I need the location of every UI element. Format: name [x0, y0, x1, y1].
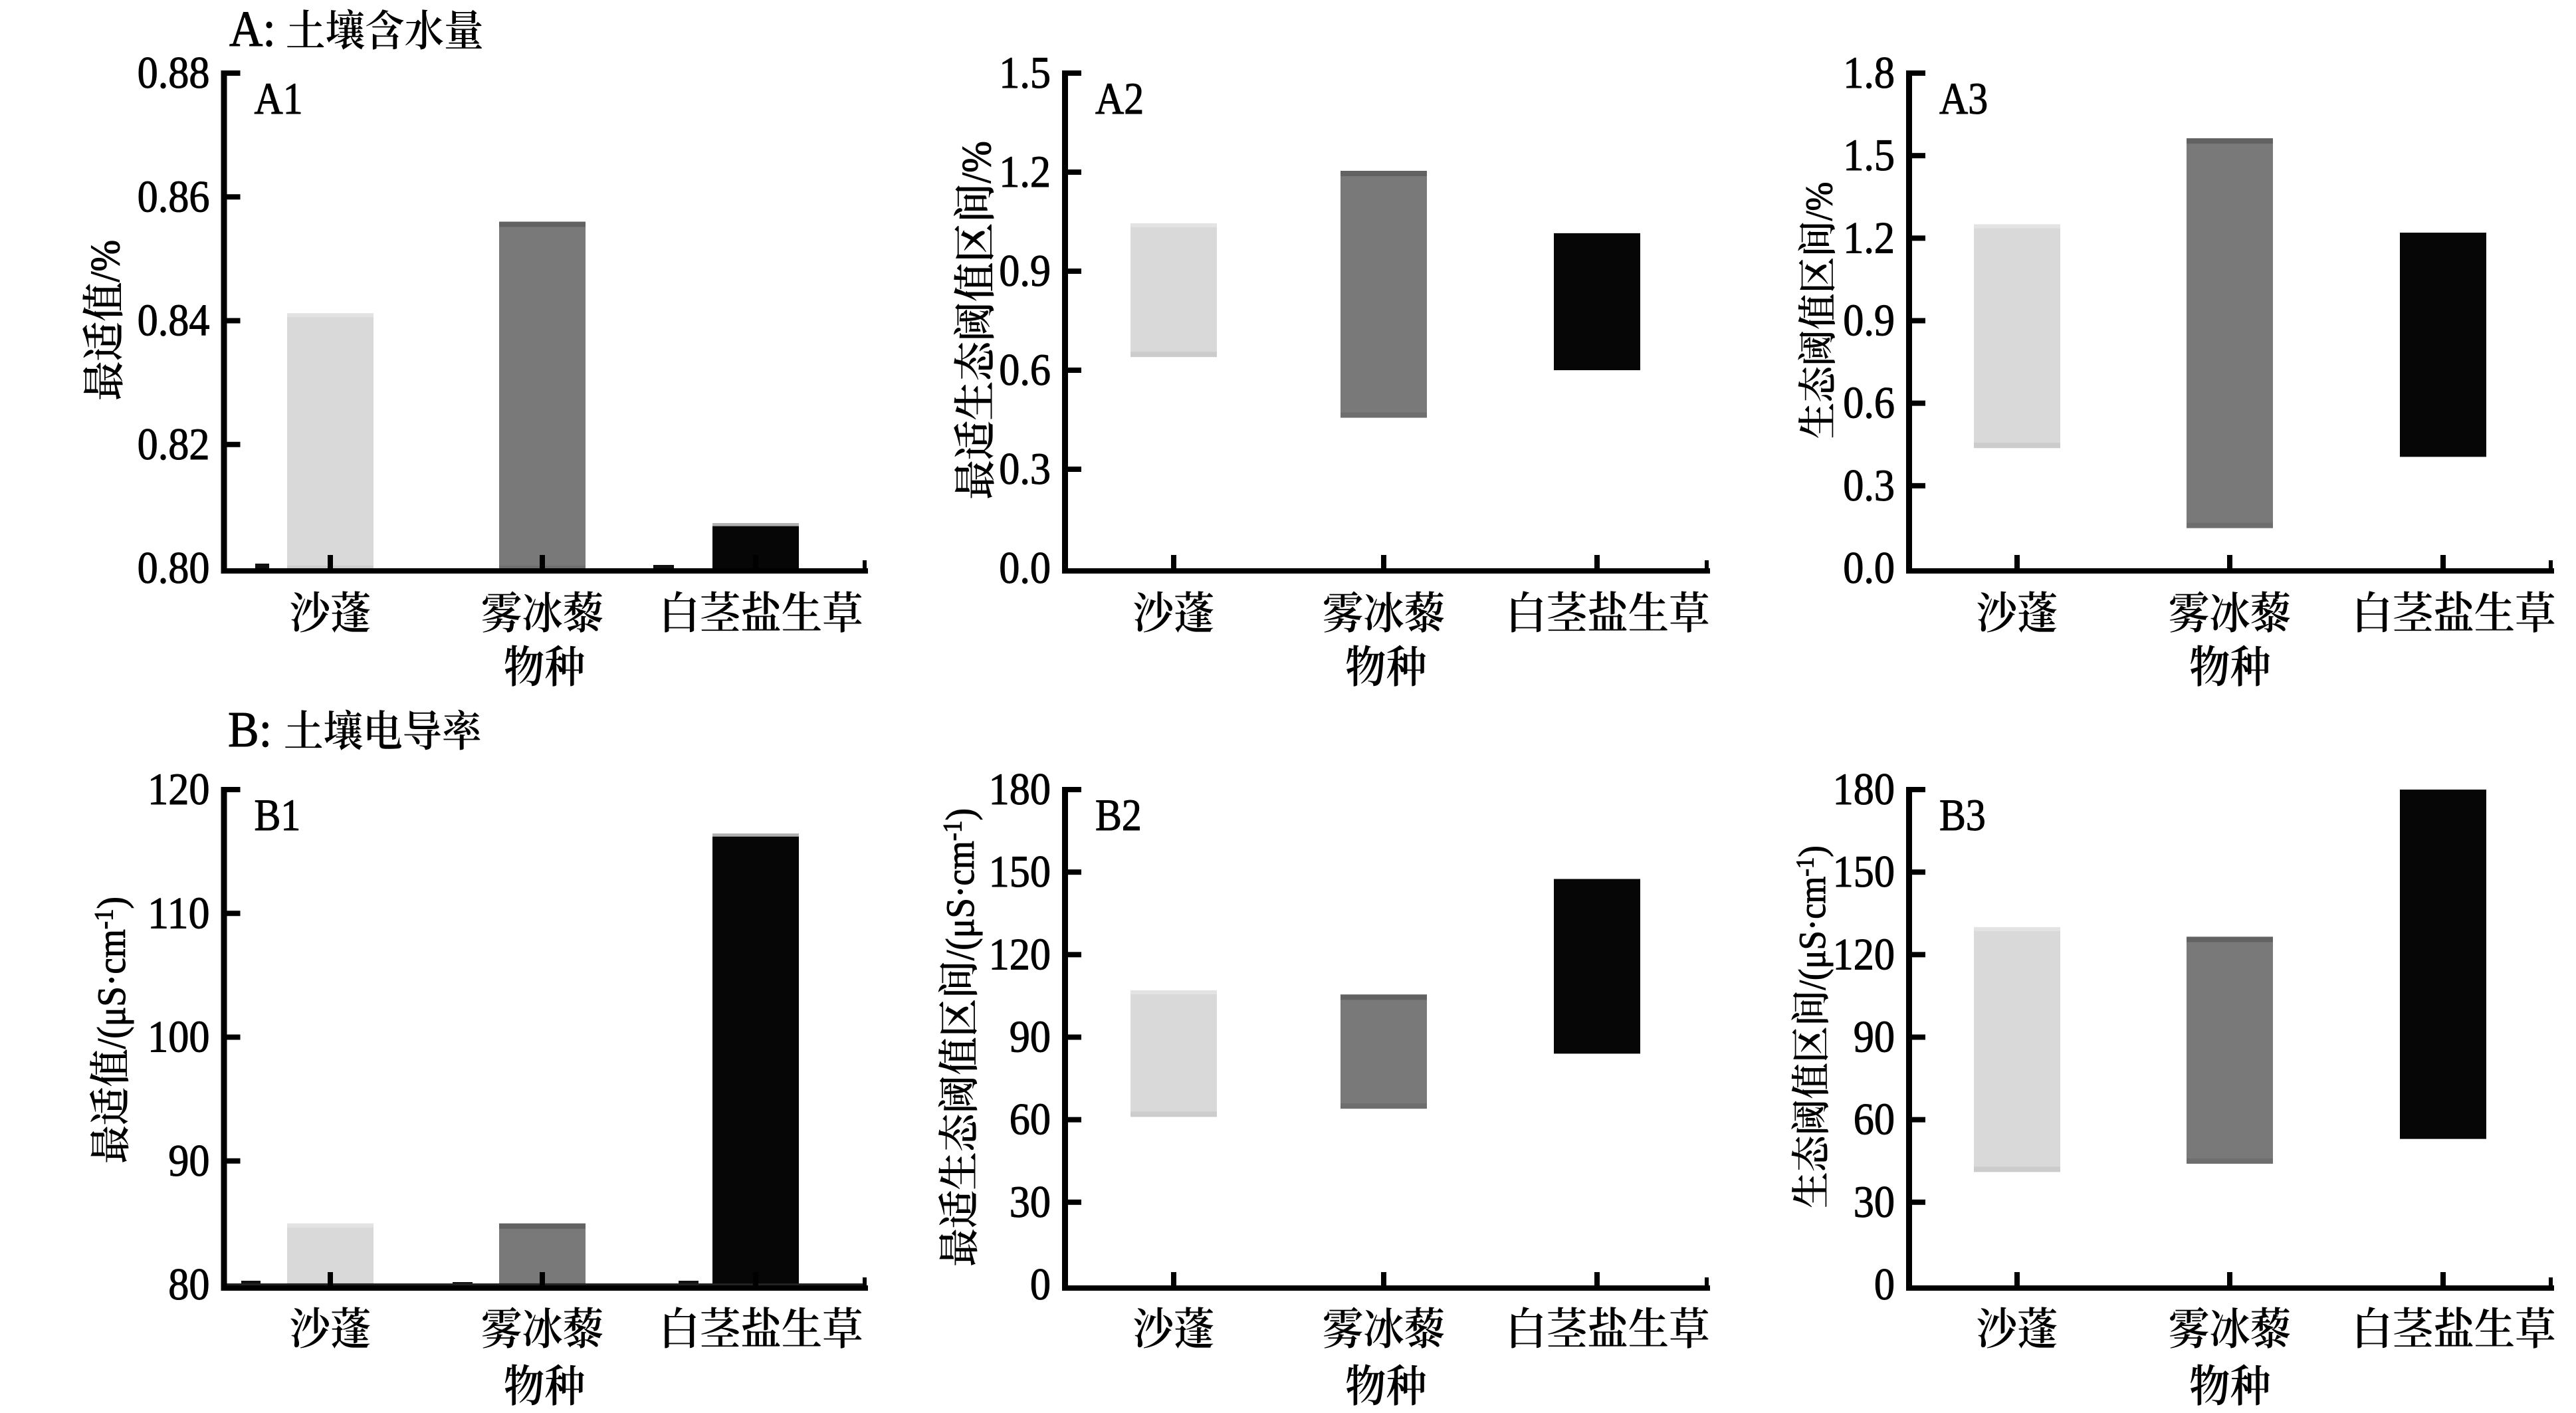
- svg-text:0.6: 0.6: [1843, 378, 1895, 428]
- svg-text:180: 180: [989, 764, 1051, 814]
- svg-text:0: 0: [1874, 1259, 1895, 1309]
- svg-text:0.84: 0.84: [138, 295, 210, 346]
- svg-text:60: 60: [1010, 1094, 1051, 1144]
- svg-text:0.0: 0.0: [1843, 542, 1895, 593]
- svg-text:150: 150: [1833, 846, 1895, 897]
- svg-text:-1: -1: [937, 821, 967, 841]
- svg-text:180: 180: [1833, 764, 1895, 814]
- svg-text:): ): [1792, 845, 1834, 857]
- svg-text:1.2: 1.2: [999, 146, 1051, 197]
- svg-text:90: 90: [1010, 1012, 1051, 1062]
- svg-text:A1: A1: [255, 73, 303, 124]
- svg-text:0.80: 0.80: [138, 542, 210, 593]
- svg-text:90: 90: [1854, 1012, 1895, 1062]
- svg-text:B:: B:: [228, 702, 272, 758]
- svg-text:30: 30: [1854, 1176, 1895, 1227]
- svg-text:): ): [938, 808, 982, 820]
- svg-text:B1: B1: [255, 790, 301, 840]
- svg-text:0: 0: [1030, 1259, 1051, 1309]
- svg-text:0.3: 0.3: [999, 443, 1051, 494]
- svg-text:0.6: 0.6: [999, 344, 1051, 395]
- svg-text:B3: B3: [1939, 790, 1986, 840]
- svg-text:30: 30: [1010, 1176, 1051, 1227]
- svg-text:120: 120: [989, 928, 1051, 979]
- svg-text:1.8: 1.8: [1843, 47, 1895, 98]
- svg-text:0.9: 0.9: [1843, 295, 1895, 346]
- svg-text:150: 150: [989, 846, 1051, 897]
- svg-text:-1: -1: [1791, 857, 1819, 877]
- svg-text:/%: /%: [83, 240, 128, 282]
- svg-text:1.5: 1.5: [1843, 130, 1895, 180]
- svg-text:/(μS·cm: /(μS·cm: [1792, 877, 1834, 990]
- svg-text:110: 110: [148, 887, 209, 938]
- svg-text:100: 100: [148, 1012, 209, 1062]
- svg-text:1.5: 1.5: [999, 47, 1051, 98]
- svg-text:80: 80: [168, 1259, 209, 1309]
- svg-text:1.2: 1.2: [1843, 212, 1895, 263]
- svg-text:0.3: 0.3: [1843, 460, 1895, 510]
- svg-text:0.0: 0.0: [999, 542, 1051, 593]
- svg-text:0.86: 0.86: [138, 171, 210, 221]
- svg-text:0.9: 0.9: [999, 245, 1051, 296]
- svg-text:): ): [90, 897, 134, 909]
- svg-text:/(μS·cm: /(μS·cm: [90, 929, 134, 1049]
- svg-text:/(μS·cm: /(μS·cm: [938, 841, 982, 960]
- svg-text:0.82: 0.82: [138, 419, 210, 469]
- svg-text:90: 90: [168, 1135, 209, 1186]
- svg-text:120: 120: [148, 764, 209, 814]
- svg-text:120: 120: [1833, 928, 1895, 979]
- svg-text:A:: A:: [229, 1, 276, 57]
- svg-text:-1: -1: [88, 909, 118, 930]
- svg-text:A2: A2: [1095, 73, 1144, 124]
- svg-text:0.88: 0.88: [138, 47, 210, 98]
- svg-text:/%: /%: [954, 141, 1000, 183]
- svg-text:60: 60: [1854, 1094, 1895, 1144]
- svg-text:B2: B2: [1095, 790, 1142, 840]
- svg-text:/%: /%: [1798, 182, 1840, 221]
- svg-text:A3: A3: [1939, 73, 1988, 124]
